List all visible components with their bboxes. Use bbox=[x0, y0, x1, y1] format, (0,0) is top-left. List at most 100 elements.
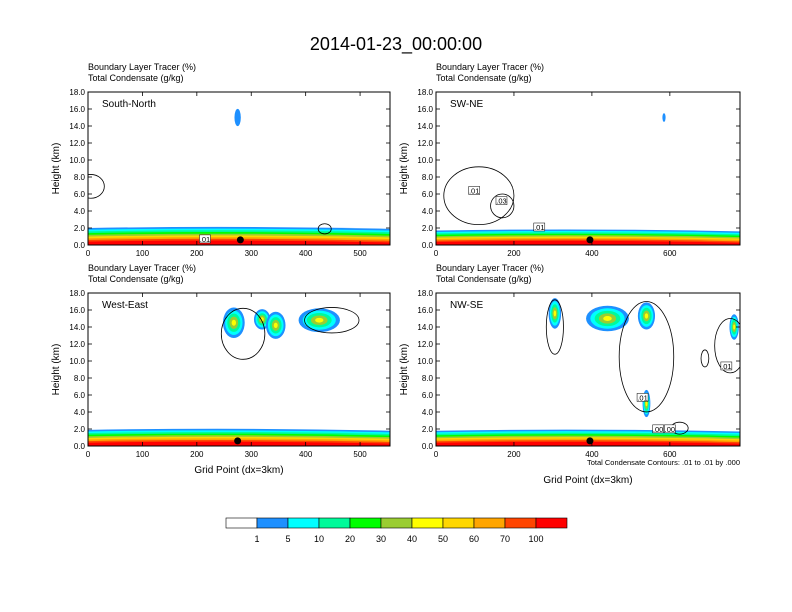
y-tick-label: 12.0 bbox=[69, 340, 85, 349]
y-tick-label: 2.0 bbox=[422, 224, 434, 233]
colorbar-swatch bbox=[318, 517, 351, 529]
chart-panel-4: Boundary Layer Tracer (%) Total Condensat… bbox=[399, 263, 741, 486]
x-tick-label: 600 bbox=[663, 249, 677, 258]
y-axis-title: Height (km) bbox=[399, 143, 410, 195]
y-tick-label: 6.0 bbox=[422, 190, 434, 199]
colorbar: 1 5 10 20 30 40 50 60 70 100 bbox=[225, 517, 568, 544]
figure-title: 2014-01-23_00:00:00 bbox=[310, 34, 482, 55]
tracer-cloud bbox=[315, 317, 324, 323]
contour-label-box bbox=[199, 234, 211, 244]
condensate-contour bbox=[88, 174, 105, 199]
condensate-contour bbox=[443, 166, 515, 226]
panel-header-tracer: Boundary Layer Tracer (%) bbox=[88, 62, 196, 72]
x-tick-label: 400 bbox=[585, 249, 599, 258]
y-tick-label: 2.0 bbox=[74, 425, 86, 434]
contour-label: .00 bbox=[653, 425, 663, 434]
y-tick-label: 10.0 bbox=[69, 156, 85, 165]
location-marker bbox=[234, 437, 242, 445]
y-tick-label: 0.0 bbox=[74, 241, 86, 250]
y-axis-title: Height (km) bbox=[51, 344, 62, 396]
colorbar-swatch bbox=[535, 517, 568, 529]
y-tick-label: 16.0 bbox=[417, 105, 433, 114]
colorbar-label: 30 bbox=[376, 534, 386, 544]
tracer-cloud bbox=[234, 108, 241, 127]
contour-note: Total Condensate Contours: .01 to .01 by… bbox=[587, 458, 740, 467]
chart-panel-1: Boundary Layer Tracer (%)Total Condensat… bbox=[51, 62, 391, 258]
colorbar-label: 20 bbox=[345, 534, 355, 544]
plot-frame bbox=[435, 91, 741, 246]
y-tick-label: 16.0 bbox=[417, 306, 433, 315]
contour-label: .01 bbox=[637, 393, 647, 402]
colorbar-swatch bbox=[225, 517, 258, 529]
y-tick-label: 14.0 bbox=[417, 122, 433, 131]
location-marker bbox=[236, 236, 244, 244]
x-tick-label: 0 bbox=[86, 249, 91, 258]
colorbar-label: 60 bbox=[469, 534, 479, 544]
y-tick-label: 4.0 bbox=[74, 408, 86, 417]
boundary-layer-band bbox=[436, 240, 740, 245]
x-tick-label: 400 bbox=[299, 450, 313, 459]
tracer-cloud bbox=[733, 324, 736, 330]
x-tick-label: 0 bbox=[86, 450, 91, 459]
contour-label-box bbox=[468, 186, 480, 195]
plot-frame bbox=[435, 292, 741, 447]
tracer-cloud bbox=[644, 313, 649, 319]
x-tick-label: 100 bbox=[136, 249, 150, 258]
contour-label-box bbox=[533, 222, 546, 232]
colorbar-label: 100 bbox=[528, 534, 543, 544]
x-tick-label: 400 bbox=[585, 450, 599, 459]
tracer-cloud bbox=[645, 400, 648, 407]
location-marker bbox=[586, 236, 594, 244]
y-tick-label: 4.0 bbox=[422, 207, 434, 216]
plot-frame bbox=[87, 91, 391, 246]
condensate-contour bbox=[714, 318, 740, 374]
contour-label-box bbox=[652, 424, 664, 434]
plot-area: .01 .01 .00.00 bbox=[436, 298, 740, 446]
x-tick-label: 500 bbox=[353, 249, 367, 258]
plot-area: .01 .03 .01 bbox=[436, 113, 740, 245]
colorbar-swatch bbox=[256, 517, 289, 529]
colorbar-label: 5 bbox=[285, 534, 290, 544]
y-tick-label: 6.0 bbox=[74, 190, 86, 199]
plot-frame bbox=[87, 292, 391, 447]
x-axis-title: Grid Point (dx=3km) bbox=[194, 465, 283, 476]
panel-header-tracer: Boundary Layer Tracer (%) bbox=[436, 62, 544, 72]
y-tick-label: 14.0 bbox=[69, 323, 85, 332]
colorbar-label: 70 bbox=[500, 534, 510, 544]
contour-label: .01 bbox=[721, 362, 731, 371]
y-axis-title: Height (km) bbox=[51, 143, 62, 195]
y-tick-label: 4.0 bbox=[422, 408, 434, 417]
plot-area bbox=[88, 307, 390, 446]
tracer-cloud bbox=[662, 113, 666, 122]
tracer-cloud bbox=[231, 319, 237, 326]
y-tick-label: 10.0 bbox=[417, 156, 433, 165]
y-tick-label: 0.0 bbox=[74, 442, 86, 451]
contour-label-box bbox=[664, 424, 676, 434]
contour-label: .01 bbox=[200, 235, 210, 244]
tracer-cloud bbox=[273, 322, 278, 329]
y-tick-label: 2.0 bbox=[422, 425, 434, 434]
x-tick-label: 200 bbox=[507, 249, 521, 258]
panels: Boundary Layer Tracer (%) Total Condensat… bbox=[51, 62, 741, 486]
panel-header-tracer: Boundary Layer Tracer (%) bbox=[436, 263, 544, 273]
x-tick-label: 300 bbox=[245, 450, 259, 459]
condensate-contour bbox=[490, 193, 515, 219]
chart-panel-2: Boundary Layer Tracer (%)Total Condensat… bbox=[399, 62, 741, 258]
contour-label: .03 bbox=[496, 197, 506, 206]
colorbar-swatch bbox=[349, 517, 382, 529]
condensate-contour bbox=[220, 307, 266, 360]
x-tick-label: 0 bbox=[434, 249, 439, 258]
colorbar-label: 50 bbox=[438, 534, 448, 544]
tracer-cloud bbox=[553, 310, 557, 317]
condensate-contour bbox=[618, 301, 675, 413]
contour-label: .00 bbox=[665, 425, 675, 434]
x-tick-label: 600 bbox=[663, 450, 677, 459]
colorbar-swatch bbox=[473, 517, 506, 529]
colorbar-swatch bbox=[442, 517, 475, 529]
y-tick-label: 4.0 bbox=[74, 207, 86, 216]
y-tick-label: 18.0 bbox=[69, 88, 85, 97]
panel-label: SW-NE bbox=[450, 99, 483, 110]
boundary-layer-band bbox=[436, 441, 740, 446]
y-tick-label: 8.0 bbox=[422, 374, 434, 383]
y-tick-label: 14.0 bbox=[417, 323, 433, 332]
